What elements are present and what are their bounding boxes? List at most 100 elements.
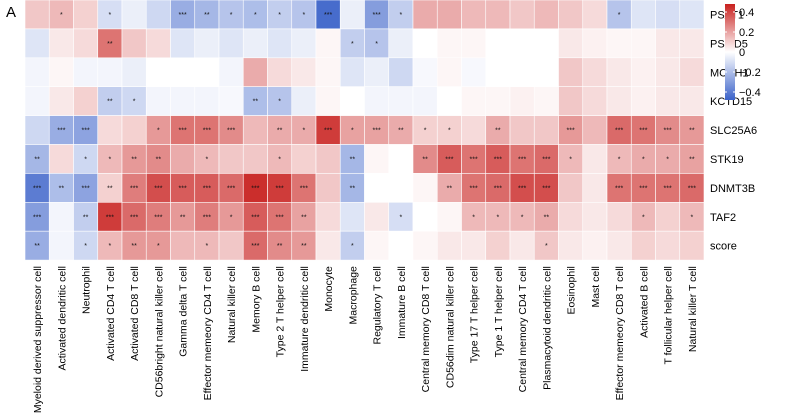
significance-star: * — [60, 12, 63, 19]
row-label: KCTD15 — [710, 96, 752, 108]
significance-star: *** — [130, 185, 138, 192]
heatmap-cell — [267, 57, 293, 87]
heatmap-cell — [582, 230, 608, 261]
heatmap-cell — [388, 57, 414, 87]
heatmap-cell — [558, 86, 584, 116]
significance-star: ** — [350, 185, 356, 192]
column-label: Gamma delta T cell — [178, 266, 190, 357]
heatmap-cell — [461, 86, 487, 116]
significance-star: * — [206, 243, 209, 250]
heatmap-cell — [339, 57, 365, 87]
legend-tick-label: 0.2 — [739, 27, 754, 39]
significance-star: ** — [107, 41, 113, 48]
significance-star: *** — [373, 128, 381, 135]
heatmap-cell — [97, 115, 123, 145]
heatmap-cell — [582, 28, 608, 59]
significance-star: * — [109, 12, 112, 19]
column-label: Plasmacytoid dendritic cell — [541, 266, 553, 390]
heatmap-cell — [509, 0, 535, 30]
heatmap-cell — [145, 115, 171, 145]
significance-star: *** — [179, 185, 187, 192]
heatmap-cell — [509, 57, 535, 87]
significance-star: * — [230, 214, 233, 221]
significance-star: * — [400, 214, 403, 221]
column-label: Mast cell — [590, 266, 602, 307]
heatmap-cell — [461, 115, 487, 145]
heatmap-cell — [73, 0, 99, 30]
heatmap-cell — [145, 0, 171, 30]
heatmap-cell — [436, 202, 462, 232]
significance-star: *** — [57, 128, 65, 135]
heatmap-cell — [679, 144, 705, 174]
heatmap-cell — [24, 0, 50, 30]
heatmap-cell — [679, 28, 705, 59]
heatmap-cell — [509, 28, 535, 59]
significance-star: ** — [253, 99, 259, 106]
heatmap-cell — [267, 202, 293, 232]
significance-star: * — [351, 41, 354, 48]
heatmap-cell — [412, 0, 438, 30]
significance-star: ** — [495, 128, 501, 135]
heatmap-cell — [461, 28, 487, 59]
heatmap-cell — [218, 57, 244, 87]
heatmap-cell — [121, 28, 147, 59]
heatmap-cell — [48, 0, 74, 30]
heatmap-cell — [48, 144, 74, 174]
heatmap-cell — [679, 57, 705, 87]
heatmap-cell — [97, 230, 123, 261]
heatmap-cell — [436, 230, 462, 261]
significance-star: *** — [324, 128, 332, 135]
heatmap-cell — [412, 28, 438, 59]
significance-star: *** — [179, 12, 187, 19]
heatmap-cell — [679, 230, 705, 261]
row-label: DNMT3B — [710, 183, 755, 195]
heatmap-cell — [582, 115, 608, 145]
heatmap-cell — [485, 0, 511, 30]
heatmap-cell — [630, 0, 656, 30]
heatmap-cell — [679, 86, 705, 116]
column-label: Activated CD4 T cell — [105, 266, 117, 361]
significance-star: *** — [130, 214, 138, 221]
heatmap-cell — [315, 173, 341, 203]
row-label: TAF2 — [710, 212, 736, 224]
heatmap-cell — [558, 28, 584, 59]
heatmap-cell — [48, 86, 74, 116]
significance-star: ** — [277, 128, 283, 135]
row-label: STK19 — [710, 154, 744, 166]
heatmap-cell — [364, 115, 390, 145]
heatmap-cell — [291, 57, 317, 87]
heatmap-cell — [97, 0, 123, 30]
heatmap-cell — [48, 57, 74, 87]
heatmap-cell — [655, 86, 681, 116]
heatmap-cell — [485, 86, 511, 116]
significance-star: *** — [276, 185, 284, 192]
significance-star: * — [157, 128, 160, 135]
heatmap-cell — [436, 86, 462, 116]
heatmap-cell — [73, 57, 99, 87]
significance-star: ** — [277, 243, 283, 250]
heatmap-cell — [461, 144, 487, 174]
heatmap-cell — [558, 57, 584, 87]
heatmap-cell — [73, 173, 99, 203]
significance-star: *** — [518, 185, 526, 192]
heatmap-cell — [194, 115, 220, 145]
heatmap-cell — [315, 28, 341, 59]
significance-star: * — [206, 156, 209, 163]
heatmap-cell — [194, 86, 220, 116]
significance-star: * — [521, 214, 524, 221]
heatmap-cell — [412, 230, 438, 261]
heatmap-cell — [533, 115, 559, 145]
heatmap-cell — [388, 86, 414, 116]
heatmap-cell — [436, 0, 462, 30]
heatmap-cell — [509, 115, 535, 145]
heatmap-cell — [582, 86, 608, 116]
heatmap-cell — [509, 173, 535, 203]
heatmap-cell — [291, 0, 317, 30]
significance-star: *** — [203, 214, 211, 221]
heatmap-cell — [242, 0, 268, 30]
heatmap-cell — [48, 230, 74, 261]
heatmap-cell — [315, 0, 341, 30]
heatmap-cell — [655, 28, 681, 59]
significance-star: ** — [447, 185, 453, 192]
heatmap-cell — [436, 57, 462, 87]
